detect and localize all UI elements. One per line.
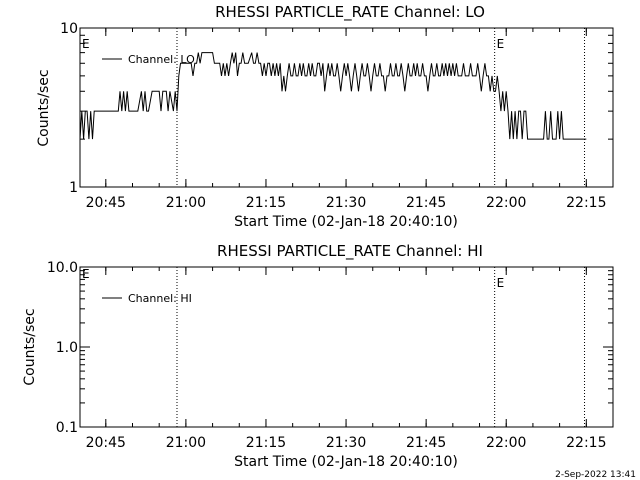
lo-x-tick-labels: 20:45 21:00 21:15 21:30 21:45 22:00 22:15 [86, 195, 607, 211]
x-tick-label: 21:00 [166, 435, 206, 451]
hi-chart-title: RHESSI PARTICLE_RATE Channel: HI [217, 242, 483, 261]
lo-y-axis-label: Counts/sec [36, 69, 52, 146]
hi-legend: Channel: HI [102, 292, 192, 305]
lo-start-marker-label: E [82, 37, 90, 51]
hi-channel-panel: RHESSI PARTICLE_RATE Channel: HI E E Cha… [22, 242, 614, 470]
x-tick-label: 22:00 [486, 435, 526, 451]
x-tick-label: 21:45 [406, 195, 446, 211]
lo-series [79, 52, 587, 140]
y-tick-label: 0.1 [56, 420, 78, 436]
x-tick-label: 21:00 [166, 195, 206, 211]
x-tick-label: 21:15 [246, 195, 286, 211]
lo-x-axis-label: Start Time (02-Jan-18 20:40:10) [234, 214, 458, 230]
y-tick-label: 1 [69, 180, 78, 196]
lo-y-tick-labels: 1 10 [60, 21, 78, 196]
hi-x-axis-label: Start Time (02-Jan-18 20:40:10) [234, 454, 458, 470]
x-tick-label: 20:45 [86, 435, 126, 451]
lo-legend: Channel: LO [102, 53, 195, 66]
lo-channel-panel: RHESSI PARTICLE_RATE Channel: LO E E Cha… [36, 3, 614, 230]
hi-legend-label: Channel: HI [128, 292, 192, 305]
event-marker-label: E [497, 37, 505, 51]
x-tick-label: 21:30 [326, 195, 366, 211]
x-tick-label: 22:15 [566, 195, 606, 211]
x-tick-label: 22:15 [566, 435, 606, 451]
y-tick-label: 10 [60, 21, 78, 37]
generation-timestamp: 2-Sep-2022 13:41 [555, 470, 636, 480]
x-tick-label: 20:45 [86, 195, 126, 211]
hi-y-tick-labels: 0.1 1.0 10.0 [47, 260, 78, 436]
hi-event-markers: E [176, 267, 586, 427]
lo-legend-label: Channel: LO [128, 53, 195, 66]
event-marker-label: E [497, 276, 505, 290]
hi-axis-ticks [80, 266, 614, 428]
hi-x-tick-labels: 20:45 21:00 21:15 21:30 21:45 22:00 22:15 [86, 435, 607, 451]
x-tick-label: 22:00 [486, 195, 526, 211]
x-tick-label: 21:45 [406, 435, 446, 451]
hi-y-axis-label: Counts/sec [22, 308, 38, 385]
lo-event-markers: E [176, 28, 586, 187]
lo-plot-frame [79, 27, 614, 188]
x-tick-label: 21:30 [326, 435, 366, 451]
y-tick-label: 1.0 [56, 340, 78, 356]
hi-start-marker-label: E [82, 267, 90, 281]
x-tick-label: 21:15 [246, 435, 286, 451]
lo-chart-title: RHESSI PARTICLE_RATE Channel: LO [215, 3, 485, 22]
series-line [79, 52, 587, 140]
lo-axis-ticks [80, 27, 614, 188]
hi-plot-frame [79, 266, 614, 428]
y-tick-label: 10.0 [47, 260, 78, 276]
